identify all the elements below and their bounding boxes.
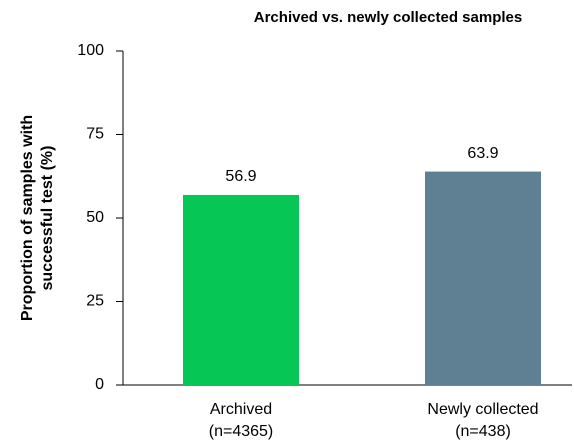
bar <box>183 194 299 385</box>
x-tick-label: (n=438) <box>455 423 511 440</box>
y-tick-label: 0 <box>95 376 104 393</box>
x-tick-label: Newly collected <box>427 401 538 418</box>
data-label: 56.9 <box>225 168 256 185</box>
x-tick-label: Archived <box>210 401 272 418</box>
data-label: 63.9 <box>467 145 498 162</box>
x-tick-label: (n=4365) <box>209 423 274 440</box>
y-tick-label: 25 <box>86 293 104 310</box>
y-axis-label: Proportion of samples with successful te… <box>19 115 56 321</box>
y-tick-label: 75 <box>86 126 104 143</box>
y-tick-label: 50 <box>86 209 104 226</box>
chart-title: Archived vs. newly collected samples <box>254 9 522 26</box>
y-tick-label: 100 <box>77 42 104 59</box>
bar <box>425 171 541 385</box>
y-axis-label-line: successful test (%) <box>39 146 56 291</box>
y-axis-label-line: Proportion of samples with <box>19 115 36 321</box>
